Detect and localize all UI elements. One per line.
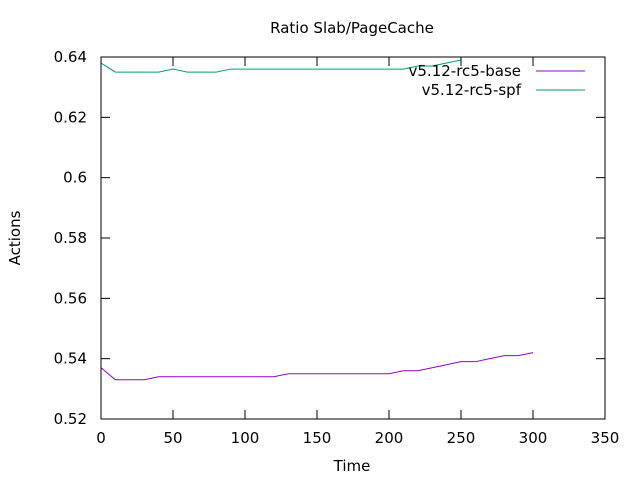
y-tick-label: 0.56 bbox=[54, 289, 87, 307]
x-tick-label: 50 bbox=[163, 429, 182, 447]
plot-frame bbox=[100, 56, 606, 420]
y-tick-label: 0.62 bbox=[54, 108, 87, 126]
y-tick-label: 0.52 bbox=[54, 410, 87, 428]
y-axis: 0.52 0.54 0.56 0.58 0.6 0.62 0.64 bbox=[54, 48, 605, 428]
legend-label: v5.12-rc5-spf bbox=[422, 81, 522, 99]
x-axis: 0 50 100 150 200 250 300 350 bbox=[96, 57, 619, 447]
y-tick-label: 0.58 bbox=[54, 229, 87, 247]
x-tick-label: 300 bbox=[519, 429, 548, 447]
x-axis-label: Time bbox=[333, 457, 371, 475]
x-tick-label: 100 bbox=[231, 429, 260, 447]
y-tick-label: 0.54 bbox=[54, 350, 87, 368]
series-layer bbox=[101, 59, 534, 381]
x-tick-label: 0 bbox=[96, 429, 106, 447]
chart-title: Ratio Slab/PageCache bbox=[270, 19, 434, 37]
y-tick-label: 0.6 bbox=[63, 169, 87, 187]
series-line-v5.12-rc5-base bbox=[101, 352, 534, 381]
legend-label: v5.12-rc5-base bbox=[409, 62, 522, 80]
x-tick-label: 150 bbox=[303, 429, 332, 447]
series-line-v5.12-rc5-spf bbox=[101, 59, 462, 73]
x-tick-label: 200 bbox=[375, 429, 404, 447]
x-tick-label: 350 bbox=[591, 429, 620, 447]
y-axis-label: Actions bbox=[6, 210, 24, 265]
y-tick-label: 0.64 bbox=[54, 48, 87, 66]
x-tick-label: 250 bbox=[447, 429, 476, 447]
